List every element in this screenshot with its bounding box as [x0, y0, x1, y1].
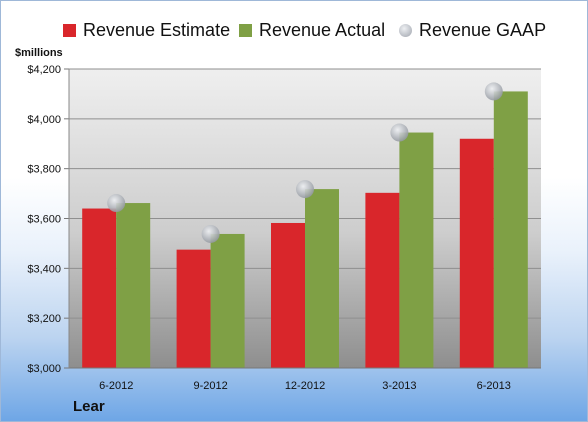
legend-swatch-revenue-estimate	[63, 23, 76, 37]
bar-revenue-actual	[116, 203, 151, 368]
x-tick-label: 3-2013	[382, 380, 416, 392]
bars	[82, 91, 528, 369]
legend-item-revenue-gaap: Revenue GAAP	[399, 15, 546, 45]
y-axis-units-label: $millions	[15, 47, 63, 59]
x-tick-label: 6-2012	[99, 380, 133, 392]
legend-label-revenue-estimate: Revenue Estimate	[83, 19, 231, 40]
x-axis-ticks: 6-2012 9-2012 12-2012 3-2013 6-2013	[99, 380, 511, 392]
bar-revenue-actual	[305, 189, 339, 368]
bar-revenue-estimate	[271, 222, 305, 368]
y-tick-label: $4,000	[27, 114, 61, 126]
bar-revenue-estimate	[82, 208, 117, 368]
bar-revenue-estimate	[365, 192, 400, 368]
marker-revenue-gaap	[390, 123, 409, 142]
marker-revenue-gaap	[201, 224, 220, 243]
legend-item-revenue-estimate: Revenue Estimate	[63, 15, 230, 45]
legend-label-revenue-gaap: Revenue GAAP	[419, 19, 547, 40]
bar-revenue-estimate	[176, 249, 211, 368]
marker-revenue-gaap	[107, 194, 126, 213]
y-tick-label: $3,200	[27, 313, 61, 325]
bar-revenue-actual	[493, 91, 528, 369]
bar-revenue-actual	[399, 132, 434, 368]
x-tick-label: 9-2012	[193, 380, 227, 392]
marker-revenue-gaap	[296, 180, 314, 199]
legend-item-revenue-actual: Revenue Actual	[239, 15, 385, 45]
legend-swatch-revenue-gaap	[399, 23, 412, 37]
y-tick-label: $3,800	[27, 164, 61, 176]
legend-swatch-revenue-actual	[239, 23, 252, 37]
y-axis-ticks: $3,000 $3,200 $3,400 $3,600 $3,800 $4,000 $4,2…	[27, 64, 69, 375]
x-tick-label: 6-2013	[477, 380, 511, 392]
x-tick-label: 12-2012	[285, 380, 325, 392]
company-name: Lear	[73, 398, 105, 415]
y-tick-label: $3,600	[27, 214, 61, 226]
y-tick-label: $3,000	[27, 363, 61, 375]
y-tick-label: $4,200	[27, 64, 61, 76]
gaap-markers	[107, 82, 503, 243]
y-tick-label: $3,400	[27, 263, 61, 275]
bar-revenue-actual	[210, 233, 245, 368]
bar-revenue-estimate	[459, 138, 494, 368]
legend: Revenue Estimate Revenue Actual Revenue …	[1, 15, 587, 45]
marker-revenue-gaap	[484, 82, 503, 101]
legend-label-revenue-actual: Revenue Actual	[259, 19, 386, 40]
